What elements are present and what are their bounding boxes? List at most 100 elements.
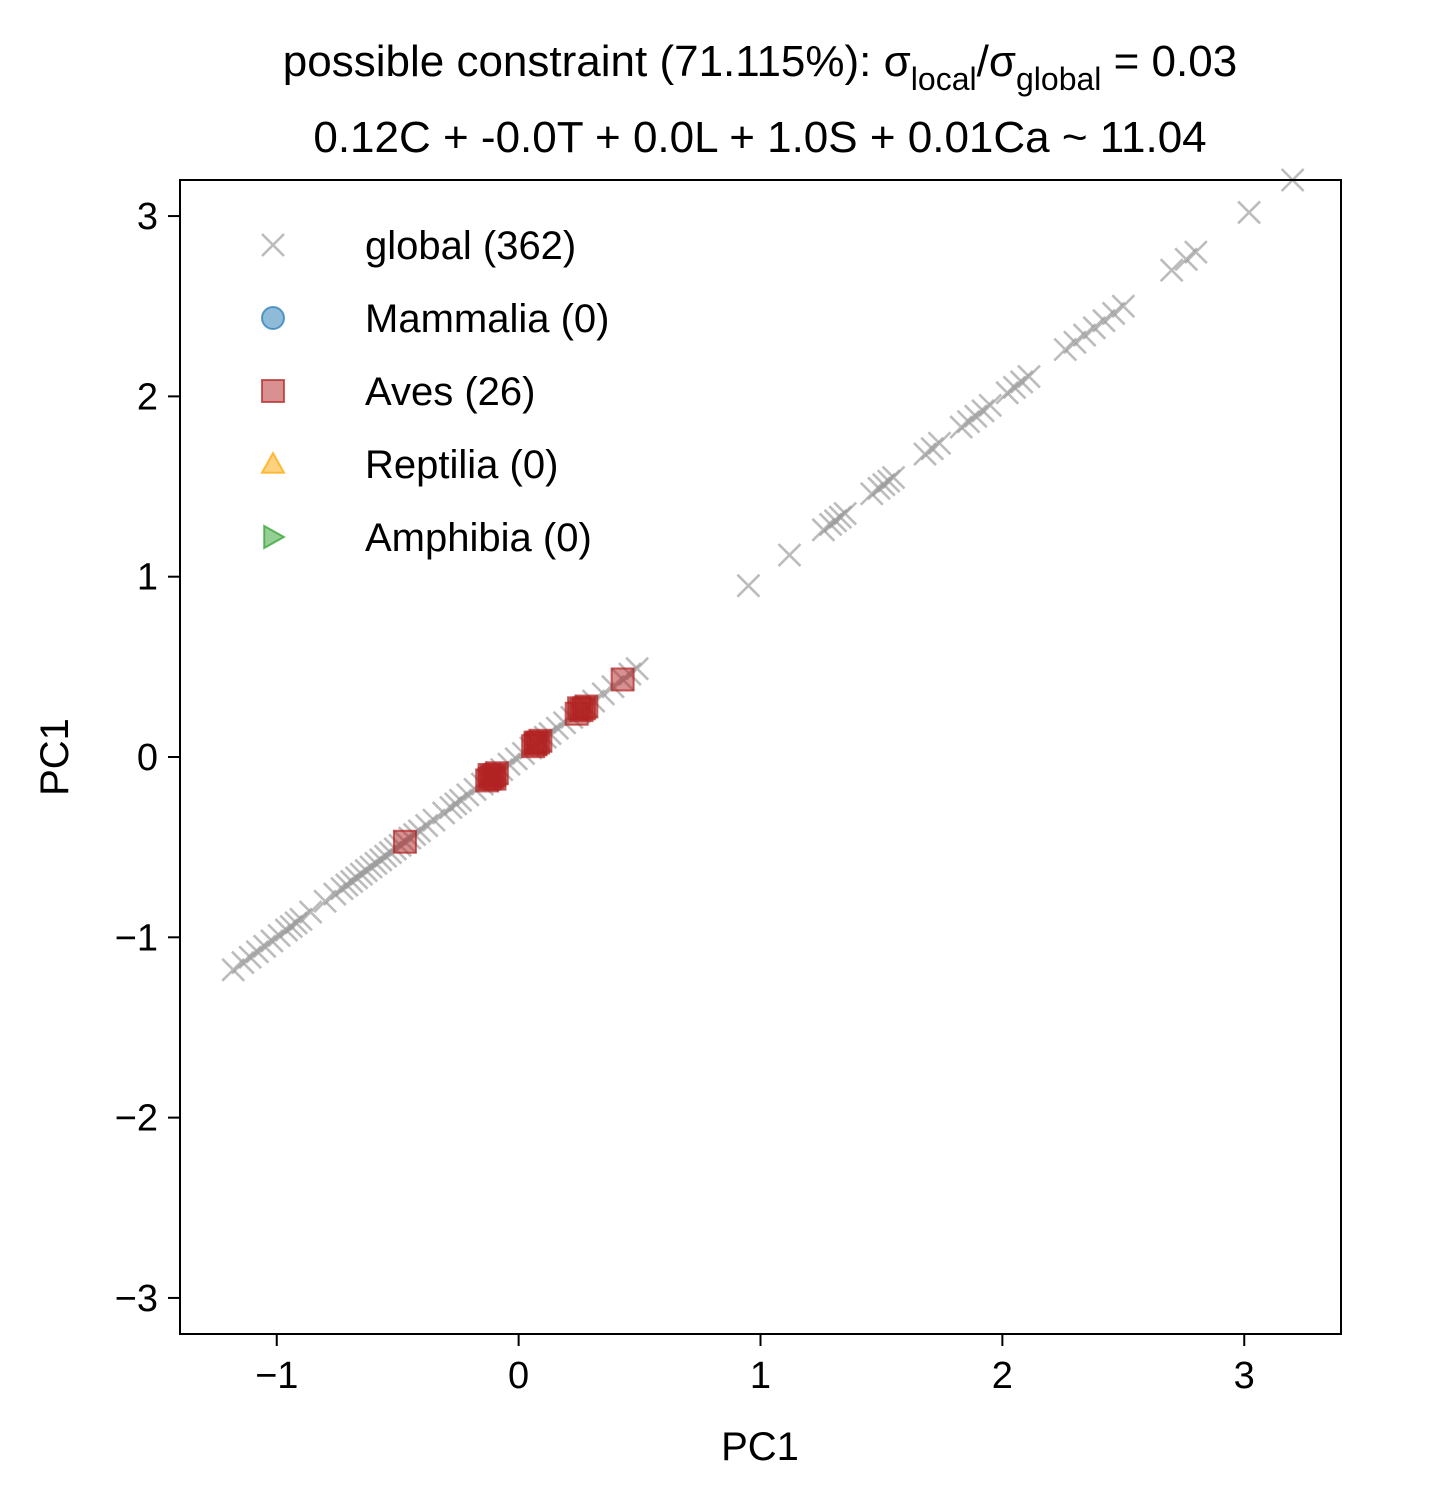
series-2 [392,667,635,854]
legend-label: Mammalia (0) [365,297,609,341]
data-point [221,957,246,982]
axes-frame [179,179,1342,1335]
data-point-stroke-b [913,442,937,466]
data-point-stroke-b [1009,370,1034,394]
data-point [956,409,981,434]
x-tick-label: −1 [255,1355,298,1397]
data-point [1009,370,1034,394]
data-point-stroke-b [1159,258,1184,283]
data-point-stroke-b [995,380,1020,405]
data-point [881,465,906,490]
data-point [431,800,456,825]
y-tick-label: 3 [137,196,158,238]
data-point [1002,375,1027,400]
data-point [859,481,884,506]
data-point [414,813,439,838]
data-point-stroke-b [963,404,988,429]
data-point-stroke-b [230,950,255,975]
data-point [238,945,263,970]
data-point [298,900,323,924]
data-point [1183,240,1208,265]
data-point-stroke-b [221,957,246,982]
data-point-stroke-b [949,415,974,439]
data-point-stroke-b [1072,323,1097,347]
data-point [259,928,284,953]
axis-ticks: −1 0 1 2 3 3 2 1 0 −1 −2 −3 [115,196,1255,1397]
data-point-stroke-b [414,813,439,838]
legend-marker [261,306,285,330]
data-point [920,436,945,461]
data-point-stroke-b [1174,247,1199,272]
legend-label: Aves (26) [365,370,535,414]
legend-label: Amphibia (0) [365,516,592,560]
data-point [1111,294,1136,319]
data-point [392,829,417,854]
data-point-stroke-b [811,517,836,542]
data-point-stroke-b [1063,330,1087,355]
legend-marker-stroke-b [261,233,285,257]
legend-item: global (362) [261,224,576,268]
data-point-stroke-b [298,900,323,924]
data-point-stroke-b [267,923,292,948]
legend-label: Reptilia (0) [365,443,558,487]
data-point [448,788,473,813]
x-tick-label: 3 [1234,1355,1255,1397]
data-point-stroke-b [881,465,906,490]
data-point-stroke-b [1002,375,1027,400]
data-point [422,808,446,833]
data-point [833,501,858,526]
y-axis-label: PC1 [33,718,77,796]
data-point [610,667,635,692]
data-point [1174,247,1199,272]
data-point-stroke-b [833,501,858,526]
data-point-stroke-b [422,808,446,833]
data-point [567,696,592,721]
x-tick-label: 1 [750,1355,771,1397]
data-point-stroke-b [259,928,284,953]
plot-area [221,168,1305,982]
data-point [313,889,338,914]
legend-marker [260,450,286,474]
data-point-stroke-b [927,431,952,456]
data-point-stroke-b [777,543,802,567]
data-point [230,950,255,975]
legend-item: Reptilia (0) [260,443,558,487]
data-point-stroke-b [313,889,338,914]
data-point-stroke-b [1017,364,1041,389]
data-point [322,882,347,906]
x-tick-label: 0 [508,1355,529,1397]
data-point-stroke-b [736,573,761,598]
data-point [777,543,802,567]
data-point [252,934,277,959]
data-point [1072,323,1097,347]
y-tick-label: −3 [115,1278,158,1320]
data-point-stroke-b [1053,337,1078,362]
y-tick-label: 2 [137,376,158,418]
series-0 [221,168,1305,982]
y-tick-label: −1 [115,917,158,959]
legend-item: Mammalia (0) [261,297,609,341]
data-point-stroke-b [971,398,995,423]
data-point [1082,315,1107,340]
data-point [523,730,548,755]
data-point [1159,258,1184,283]
data-point-stroke-b [978,393,1003,418]
data-point-stroke-b [1111,294,1136,319]
legend-item: Amphibia (0) [263,516,592,560]
data-point [289,907,313,932]
data-point-stroke-b [238,945,263,970]
data-point [995,380,1020,405]
legend-label: global (362) [365,224,576,268]
data-point [1063,330,1087,355]
data-point-stroke-b [252,934,277,959]
y-tick-label: 1 [137,557,158,599]
data-point-stroke-b [1092,308,1116,333]
data-point [1092,308,1116,333]
data-point [913,442,937,466]
data-point [1101,301,1126,326]
data-point [949,415,974,439]
data-point-stroke-b [956,409,981,434]
legend: global (362) Mammalia (0) Aves (26) Reptili… [260,224,609,560]
data-point [1237,200,1262,225]
